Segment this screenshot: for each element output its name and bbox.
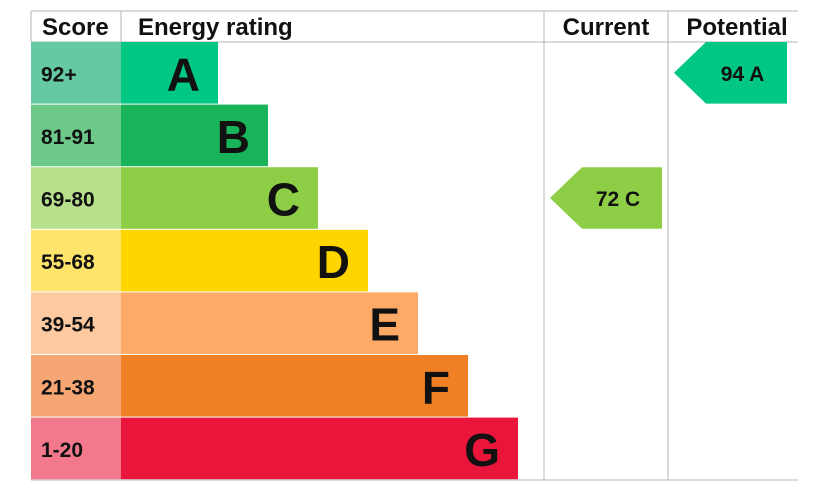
score-range-d: 55-68 — [41, 251, 95, 274]
potential-rating-label: 94 A — [721, 63, 765, 86]
band-bar-g — [121, 417, 518, 480]
band-letter-a: A — [167, 48, 200, 100]
current-header: Current — [563, 14, 650, 41]
score-cell-f — [31, 355, 121, 417]
rating-arrows: 72 C 94 A — [550, 42, 787, 229]
band-letter-e: E — [369, 299, 400, 351]
current-rating-label: 72 C — [596, 188, 640, 211]
score-header: Score — [42, 14, 109, 41]
score-range-a: 92+ — [41, 63, 77, 86]
band-letter-d: D — [317, 236, 350, 288]
score-range-b: 81-91 — [41, 126, 95, 149]
score-range-c: 69-80 — [41, 189, 95, 212]
current-arrow — [550, 167, 662, 229]
band-letter-g: G — [464, 424, 500, 476]
score-cell-g — [31, 417, 121, 480]
band-bar-d — [121, 229, 368, 292]
score-cell-e — [31, 292, 121, 354]
band-bar-f — [121, 355, 468, 417]
band-bar-a — [121, 42, 218, 104]
score-cell-a — [31, 42, 121, 104]
score-cell-c — [31, 167, 121, 229]
score-cell-d — [31, 229, 121, 292]
band-bar-c — [121, 167, 318, 229]
score-range-e: 39-54 — [41, 314, 95, 337]
score-cell-b — [31, 104, 121, 167]
band-bar-b — [121, 104, 268, 167]
score-range-g: 1-20 — [41, 439, 83, 462]
band-letter-c: C — [267, 174, 300, 226]
band-bar-e — [121, 292, 418, 354]
rating-bands: 92+ A 81-91 B 69-80 C 55-68 D 39-54 E 21-38 F 1-20 G — [31, 42, 518, 480]
band-letter-f: F — [422, 361, 450, 413]
energy-rating-header: Energy rating — [138, 14, 293, 41]
score-range-f: 21-38 — [41, 376, 95, 399]
potential-arrow — [674, 42, 787, 104]
band-letter-b: B — [217, 111, 250, 163]
potential-header: Potential — [686, 14, 787, 41]
